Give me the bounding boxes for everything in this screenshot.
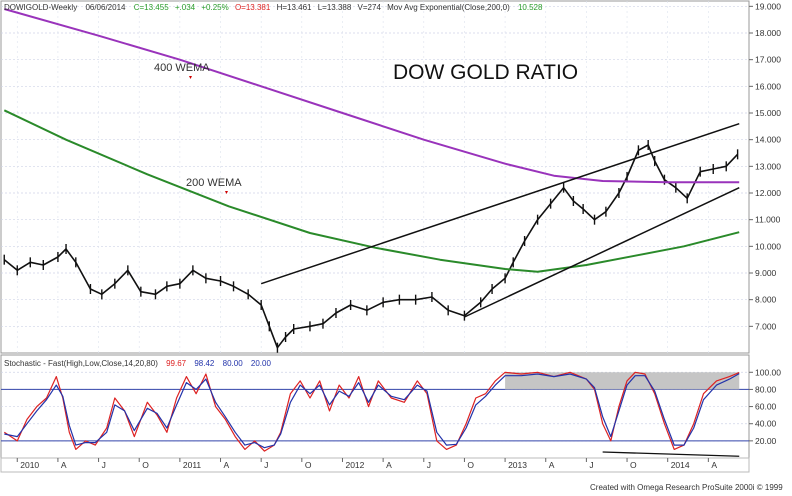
stoch-line-pct-k	[3, 371, 740, 452]
price-y-tick-label: 14.000	[755, 135, 781, 145]
price-y-tick-label: 15.000	[755, 108, 781, 118]
header-change-pct: +0.25%	[201, 3, 228, 12]
wema200-label: 200 WEMA	[186, 177, 242, 189]
header-indicator-value: 10.528	[518, 3, 543, 12]
x-tick-label: O	[467, 460, 474, 470]
series-line-400-wema	[4, 8, 740, 184]
price-y-tick-label: 11.000	[755, 215, 781, 225]
x-tick-label: 2010	[20, 460, 39, 470]
header-volume: V=274	[358, 3, 382, 12]
x-tick-label: 2012	[345, 460, 364, 470]
price-y-tick-label: 17.000	[755, 55, 781, 65]
stoch-value-k: 99.67	[166, 359, 187, 368]
x-tick-label: 2011	[183, 460, 202, 470]
stoch-shaded-region	[505, 372, 740, 390]
x-tick-label: A	[711, 460, 717, 470]
header-symbol: DOWIGOLD-Weekly	[4, 3, 77, 12]
stoch-shaded-box	[505, 372, 740, 390]
x-tick-label: A	[61, 460, 67, 470]
wema200-marker-icon	[225, 191, 228, 194]
price-y-tick-label: 7.000	[755, 321, 777, 331]
header-close: C=13.455	[134, 3, 169, 12]
price-y-tick-label: 16.000	[755, 81, 781, 91]
stoch-label: Stochastic - Fast(High,Low,Close,14,20,8…	[4, 359, 158, 368]
footer-credit: Created with Omega Research ProSuite 200…	[590, 483, 783, 492]
header-change: +.034	[175, 3, 196, 12]
date-x-axis: 2010 A J O 2011 A J O 2012 A J O 2013 A J O 2014 A	[16, 458, 717, 470]
price-y-tick-label: 9.000	[755, 268, 777, 278]
series-line-200-wema	[3, 109, 740, 273]
x-tick-label: O	[142, 460, 149, 470]
stoch-y-tick-label: 60.00	[755, 402, 777, 412]
price-y-tick-label: 13.000	[755, 161, 781, 171]
stoch-y-tick-label: 100.00	[755, 367, 781, 377]
x-tick-label: 2013	[508, 460, 527, 470]
x-tick-label: A	[224, 460, 230, 470]
price-y-axis: 19.000 18.000 17.000 16.000 15.000 14.000 13.0…	[749, 1, 781, 331]
stoch-y-axis: 100.00 80.00 60.00 40.00 20.00	[749, 367, 781, 446]
x-tick-label: J	[589, 460, 593, 470]
stoch-value-d: 98.42	[194, 359, 215, 368]
price-y-tick-label: 8.000	[755, 295, 777, 305]
trendline-layer	[260, 122, 740, 318]
price-y-tick-label: 19.000	[755, 1, 781, 11]
stoch-line-pct-d	[4, 373, 740, 449]
header-date: 06/06/2014	[85, 3, 126, 12]
header-indicator: Mov Avg Exponential(Close,200,0)	[387, 3, 510, 12]
chart-title: DOW GOLD RATIO	[393, 61, 578, 84]
stoch-value-os: 20.00	[251, 359, 272, 368]
price-y-tick-label: 18.000	[755, 28, 781, 38]
stoch-y-tick-label: 40.00	[755, 419, 777, 429]
stoch-trendline	[602, 451, 740, 457]
stoch-header-line: Stochastic - Fast(High,Low,Close,14,20,8…	[4, 359, 271, 368]
stoch-y-tick-label: 20.00	[755, 436, 777, 446]
x-tick-label: J	[264, 460, 268, 470]
x-tick-label: J	[427, 460, 431, 470]
wema400-label: 400 WEMA	[154, 62, 210, 74]
header-low: L=13.388	[318, 3, 352, 12]
stoch-series-layer	[3, 371, 740, 457]
series-line-dowigold	[3, 144, 739, 349]
price-series-layer	[3, 8, 740, 353]
price-panel-frame	[0, 0, 750, 354]
header-high: H=13.461	[277, 3, 312, 12]
stoch-y-tick-label: 80.00	[755, 384, 777, 394]
price-y-tick-label: 12.000	[755, 188, 781, 198]
header-open: O=13.381	[235, 3, 271, 12]
price-trendline	[464, 186, 740, 318]
x-tick-label: J	[102, 460, 106, 470]
x-tick-label: O	[305, 460, 312, 470]
date-axis-strip	[0, 457, 750, 473]
price-y-tick-label: 10.000	[755, 241, 781, 251]
stoch-value-ob: 80.00	[223, 359, 244, 368]
x-tick-label: A	[386, 460, 392, 470]
x-tick-label: 2014	[671, 460, 690, 470]
x-tick-label: A	[549, 460, 555, 470]
x-tick-label: O	[630, 460, 637, 470]
chart-header-line: DOWIGOLD-Weekly 06/06/2014 C=13.455 +.03…	[4, 3, 543, 12]
price-trendline	[260, 122, 740, 285]
wema400-marker-icon	[189, 76, 192, 79]
